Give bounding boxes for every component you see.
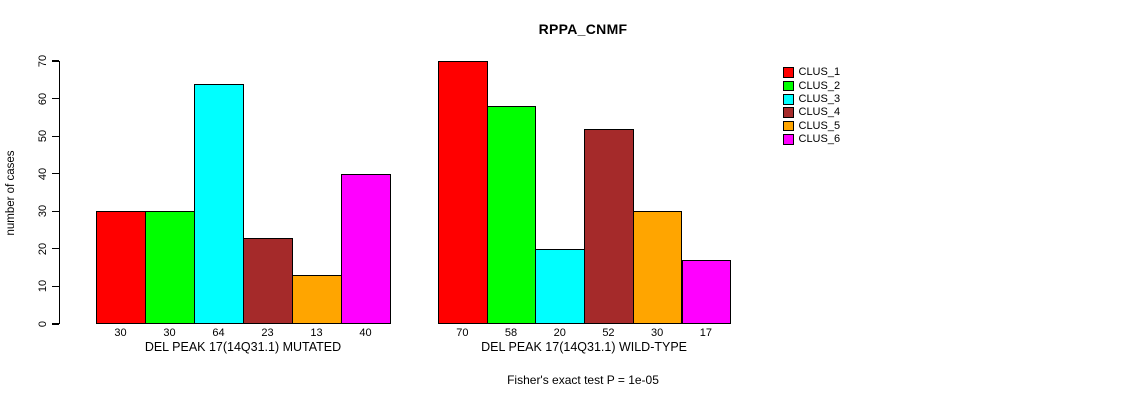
bar — [681, 260, 732, 324]
group-label: DEL PEAK 17(14Q31.1) WILD-TYPE — [481, 340, 688, 354]
legend-row: CLUS_6 — [783, 133, 840, 146]
legend-row: CLUS_1 — [783, 66, 840, 79]
y-tick-mark — [52, 173, 59, 175]
y-tick-label: 20 — [37, 242, 49, 255]
bar-value-label: 52 — [602, 326, 615, 339]
y-axis-label: number of cases — [5, 150, 17, 236]
bar-value-label: 40 — [359, 326, 372, 339]
legend-label: CLUS_2 — [798, 79, 841, 92]
legend-swatch — [783, 94, 794, 105]
bar-value-label: 20 — [553, 326, 566, 339]
legend-swatch — [783, 120, 794, 132]
y-tick-mark — [52, 60, 59, 62]
y-tick-mark — [52, 210, 59, 212]
legend-swatch — [783, 134, 794, 145]
legend-label: CLUS_1 — [798, 66, 841, 79]
bar-value-label: 17 — [699, 326, 712, 339]
bar-value-label: 23 — [261, 326, 274, 339]
bar — [145, 211, 195, 324]
bar-value-label: 30 — [114, 326, 127, 339]
bar-value-label: 64 — [212, 326, 225, 339]
bar — [96, 211, 146, 324]
y-tick-label: 70 — [37, 54, 49, 68]
bar — [194, 83, 244, 324]
y-tick-mark — [52, 323, 59, 325]
y-tick-mark — [52, 135, 59, 137]
bar — [632, 211, 683, 324]
y-axis-line — [59, 61, 61, 324]
legend-row: CLUS_4 — [783, 106, 840, 119]
bar-value-label: 30 — [651, 326, 664, 339]
legend-label: CLUS_6 — [798, 132, 841, 145]
bar — [292, 275, 342, 324]
bar-value-label: 58 — [504, 326, 518, 339]
fisher-test-annotation: Fisher's exact test P = 1e-05 — [507, 373, 659, 387]
legend-swatch — [783, 107, 794, 118]
bar — [584, 128, 634, 324]
bar-value-label: 30 — [163, 326, 176, 339]
chart-title: RPPA_CNMF — [538, 21, 628, 37]
y-tick-mark — [52, 97, 59, 100]
legend-row: CLUS_3 — [783, 93, 840, 106]
y-tick-label: 30 — [37, 205, 49, 218]
legend-swatch — [783, 80, 794, 92]
y-tick-mark — [52, 248, 59, 250]
y-tick-label: 10 — [37, 280, 49, 293]
bar — [438, 61, 488, 324]
bar — [486, 106, 537, 324]
group-label: DEL PEAK 17(14Q31.1) MUTATED — [144, 340, 342, 354]
bar — [341, 173, 391, 324]
bar — [243, 237, 293, 324]
legend-swatch — [783, 67, 794, 78]
y-tick-mark — [52, 285, 59, 288]
y-tick-label: 40 — [37, 167, 49, 180]
legend-label: CLUS_3 — [798, 92, 841, 105]
y-tick-label: 60 — [37, 92, 49, 105]
legend-label: CLUS_4 — [798, 106, 841, 119]
legend-row: CLUS_5 — [783, 119, 840, 132]
legend-row: CLUS_2 — [783, 79, 840, 92]
legend: CLUS_1 CLUS_2 CLUS_3 CLUS_4 CLUS_5 CLUS_6 — [783, 66, 840, 146]
y-tick-label: 50 — [37, 130, 49, 143]
bar-value-label: 13 — [310, 326, 323, 339]
bar — [535, 248, 586, 324]
bar-value-label: 70 — [456, 326, 469, 339]
legend-label: CLUS_5 — [798, 119, 841, 132]
y-tick-label: 0 — [37, 320, 49, 328]
